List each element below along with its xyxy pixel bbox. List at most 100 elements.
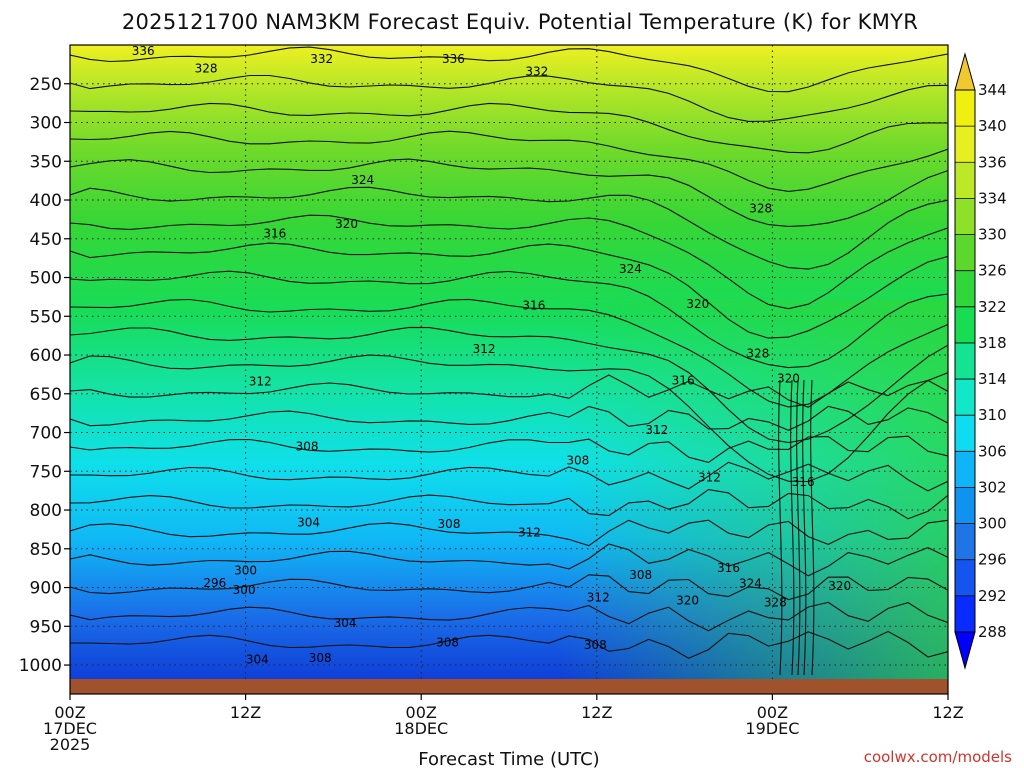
y-axis: 250 300 350 400 450 500 550 600 650 700 750 800 850 9… bbox=[19, 75, 70, 676]
colorbar-tick-label: 344 bbox=[978, 81, 1007, 99]
contour-label: 328 bbox=[195, 61, 218, 75]
contour-line bbox=[70, 130, 948, 192]
contour-lines bbox=[70, 46, 948, 676]
y-tick-label: 900 bbox=[30, 579, 62, 599]
colorbar-tick-label: 296 bbox=[978, 551, 1007, 569]
y-tick-label: 800 bbox=[30, 501, 62, 521]
colorbar-tick-label: 326 bbox=[978, 262, 1007, 280]
contour-line bbox=[70, 186, 948, 270]
contour-label: 296 bbox=[203, 576, 226, 590]
chart-title: 2025121700 NAM3KM Forecast Equiv. Potent… bbox=[122, 10, 918, 34]
y-tick-label: 550 bbox=[30, 307, 62, 327]
contour-line bbox=[70, 543, 948, 577]
colorbar-tick-label: 300 bbox=[978, 515, 1007, 533]
contour-label: 308 bbox=[584, 638, 607, 652]
colorbar-tick-label: 306 bbox=[978, 442, 1007, 460]
colorbar-segment bbox=[955, 342, 975, 380]
ground-strip bbox=[70, 679, 948, 694]
gridlines bbox=[70, 45, 948, 679]
x-tick-label: 12Z bbox=[581, 703, 612, 722]
y-tick-label: 650 bbox=[30, 385, 62, 405]
x-tick-label: 00Z bbox=[757, 703, 788, 722]
y-tick-label: 500 bbox=[30, 269, 62, 289]
contour-line bbox=[70, 214, 948, 310]
contour-label: 308 bbox=[296, 439, 319, 453]
contour-label: 324 bbox=[619, 262, 642, 276]
contour-label: 300 bbox=[234, 563, 257, 577]
colorbar-tick-label: 318 bbox=[978, 334, 1007, 352]
colorbar-segment bbox=[955, 306, 975, 344]
contour-label: 304 bbox=[334, 616, 357, 630]
colorbar-segment bbox=[955, 270, 975, 308]
contour-label: 316 bbox=[792, 475, 815, 489]
colorbar-tick-label: 336 bbox=[978, 153, 1007, 171]
colorbar-segment bbox=[955, 126, 975, 163]
colorbar-tick-label: 310 bbox=[978, 406, 1007, 424]
contour-label: 300 bbox=[233, 583, 256, 597]
contour-label: 328 bbox=[764, 595, 787, 609]
contour-label: 316 bbox=[672, 374, 695, 388]
x-tick-label: 00Z bbox=[406, 703, 437, 722]
contour-label: 312 bbox=[645, 423, 668, 437]
colorbar-segment bbox=[955, 559, 975, 597]
contour-label: 324 bbox=[739, 577, 762, 591]
y-tick-label: 750 bbox=[30, 462, 62, 482]
contour-label: 304 bbox=[246, 653, 269, 667]
colorbar-low-arrow bbox=[954, 631, 976, 670]
contour-label: 312 bbox=[249, 374, 272, 388]
colorbar-segment bbox=[955, 198, 975, 236]
contour-line bbox=[70, 489, 948, 520]
contour-label: 304 bbox=[297, 515, 320, 529]
contour-line bbox=[70, 574, 948, 601]
contour-label: 312 bbox=[587, 591, 610, 605]
contour-label: 308 bbox=[566, 453, 589, 467]
x-tick-label: 12Z bbox=[932, 703, 963, 722]
contour-line bbox=[70, 601, 948, 632]
contour-line bbox=[70, 102, 948, 154]
contour-line bbox=[70, 461, 948, 492]
contour-line bbox=[70, 354, 948, 483]
contour-label: 316 bbox=[263, 226, 286, 240]
y-tick-label: 850 bbox=[30, 540, 62, 560]
contour-line bbox=[70, 74, 948, 122]
contour-label: 320 bbox=[828, 579, 851, 593]
contour-label: 312 bbox=[518, 526, 541, 540]
contour-label: 320 bbox=[777, 371, 800, 385]
y-tick-label: 400 bbox=[30, 191, 62, 211]
colorbar-tick-label: 322 bbox=[978, 298, 1007, 316]
contour-line bbox=[70, 630, 948, 659]
colorbar-segment bbox=[955, 415, 975, 452]
colorbar-tick-label: 330 bbox=[978, 226, 1007, 244]
colorbar-segment bbox=[955, 379, 975, 416]
contour-line bbox=[70, 405, 948, 431]
colorbar-segment bbox=[955, 451, 975, 488]
contour-label: 316 bbox=[717, 561, 740, 575]
x-tick-label: 12Z bbox=[230, 703, 261, 722]
contour-line bbox=[70, 242, 948, 339]
contour-label: 328 bbox=[749, 202, 772, 216]
contour-line bbox=[70, 158, 948, 227]
credit-text: coolwx.com/models bbox=[864, 748, 1012, 766]
contour-label: 332 bbox=[310, 52, 333, 66]
contour-label: 312 bbox=[473, 342, 496, 356]
contour-line bbox=[70, 326, 948, 444]
contour-line bbox=[70, 46, 948, 93]
contour-label: 308 bbox=[629, 568, 652, 582]
contour-line bbox=[810, 379, 815, 676]
contour-line bbox=[790, 379, 795, 676]
colorbar-segment bbox=[955, 90, 975, 127]
colorbar-segment bbox=[955, 487, 975, 525]
contour-label: 324 bbox=[351, 173, 374, 187]
y-tick-label: 300 bbox=[30, 114, 62, 134]
y-tick-label: 600 bbox=[30, 346, 62, 366]
x-tick-label: 17DEC bbox=[43, 719, 97, 738]
colorbar-segment bbox=[955, 595, 975, 633]
y-tick-label: 350 bbox=[30, 152, 62, 172]
contour-label: 328 bbox=[746, 346, 769, 360]
contour-line bbox=[70, 374, 948, 408]
contour-line bbox=[778, 379, 783, 676]
contour-label: 336 bbox=[442, 52, 465, 66]
y-tick-label: 950 bbox=[30, 617, 62, 637]
